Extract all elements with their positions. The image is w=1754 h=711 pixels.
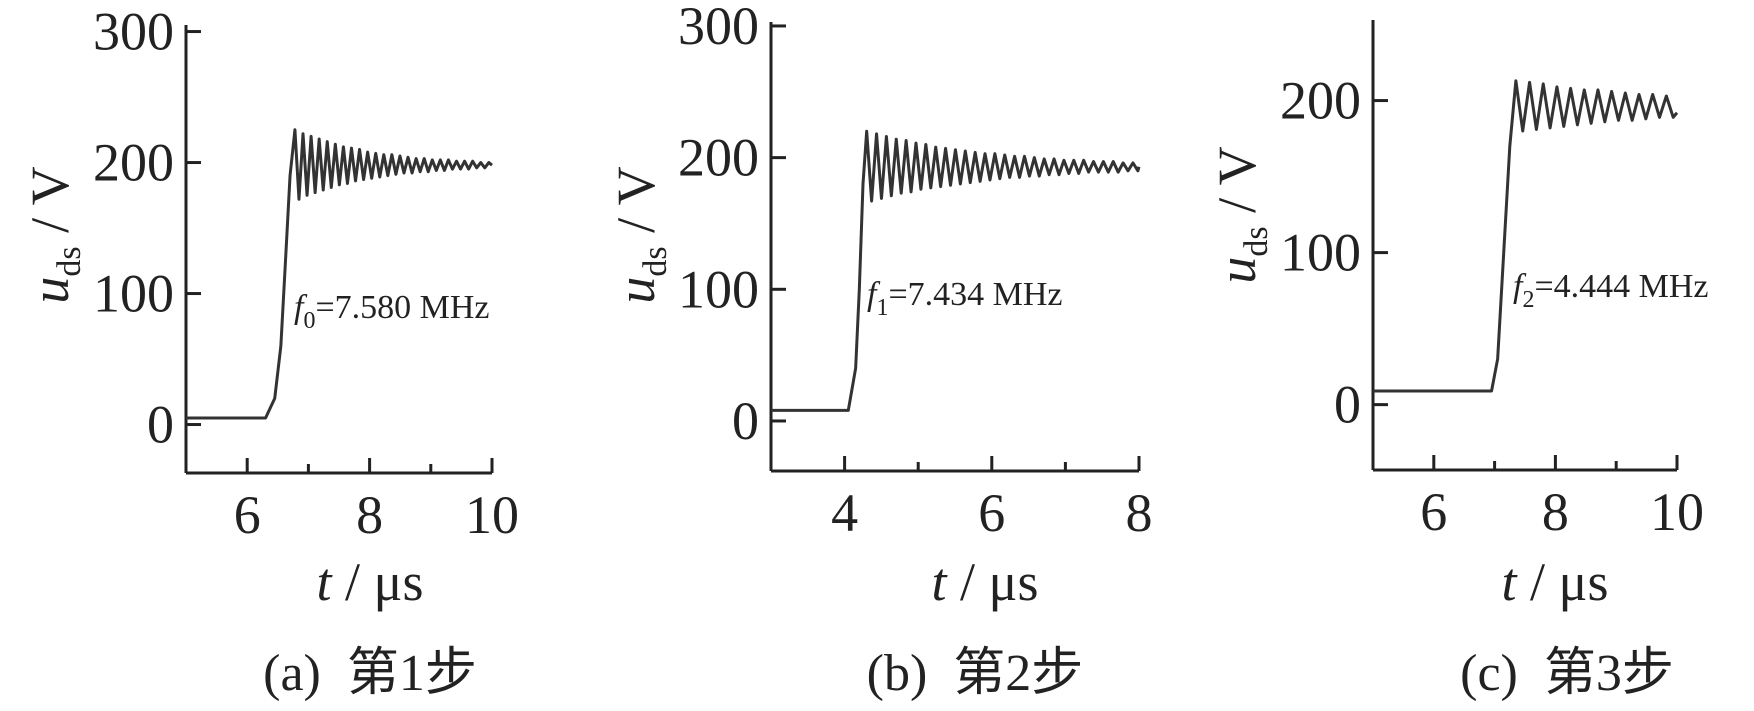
subscript: ds (51, 246, 88, 276)
x-tick-label: 6 (234, 485, 261, 545)
x-tick-label: 10 (465, 485, 519, 545)
symbol: u (1207, 257, 1267, 284)
subscript: 0 (303, 308, 315, 334)
text: =4.444 MHz (1534, 268, 1708, 305)
y-axis-label: uds / V (1207, 146, 1275, 283)
y-tick-label: 0 (732, 391, 759, 451)
symbol: t (317, 552, 334, 612)
caption: (b) 第2步 (867, 645, 1084, 702)
x-tick-label: 8 (1126, 483, 1153, 543)
x-tick-label: 6 (978, 483, 1005, 543)
y-tick-label: 100 (93, 264, 174, 324)
y-tick-label: 300 (678, 0, 759, 56)
subscript: 1 (876, 295, 888, 321)
x-tick-label: 6 (1420, 482, 1447, 542)
y-tick-label: 100 (678, 259, 759, 319)
x-tick-label: 10 (1650, 482, 1704, 542)
x-axis-label: t / μs (932, 552, 1039, 612)
panel: 0 100 200 300 6 8 10 uds / V t / μs f0=7.580 MHz (… (20, 2, 519, 702)
y-axis-label: uds / V (606, 166, 674, 303)
x-axis-label: t / μs (1502, 552, 1609, 612)
y-tick-label: 0 (147, 395, 174, 455)
y-axis-label: uds / V (20, 166, 88, 303)
subscript: 2 (1522, 287, 1534, 313)
subscript: ds (637, 246, 674, 276)
symbol: t (932, 552, 949, 612)
symbol: u (20, 277, 80, 304)
x-axis-label: t / μs (317, 552, 424, 612)
data-line (1373, 79, 1679, 393)
y-tick-label: 200 (678, 128, 759, 188)
x-tick-label: 8 (1542, 482, 1569, 542)
subscript: ds (1238, 226, 1275, 256)
unit: / μs (332, 552, 424, 612)
annotation: f2=4.444 MHz (1513, 268, 1709, 313)
symbol: t (1502, 552, 1519, 612)
unit: / V (606, 166, 666, 246)
y-tick-label: 100 (1280, 223, 1361, 283)
data-line (186, 128, 493, 420)
y-tick-label: 300 (93, 2, 174, 62)
caption: (a) 第1步 (263, 645, 477, 702)
panel: 0 100 200 300 4 6 8 uds / V t / μs f1=7.434 MHz (b… (606, 0, 1153, 702)
data-line (771, 129, 1141, 412)
y-tick-label: 200 (93, 133, 174, 193)
unit: / μs (1517, 552, 1609, 612)
symbol: u (606, 277, 666, 304)
unit: / μs (947, 552, 1039, 612)
x-tick-label: 4 (831, 483, 858, 543)
unit: / V (20, 166, 80, 246)
annotation: f0=7.580 MHz (294, 289, 490, 334)
y-tick-label: 0 (1334, 375, 1361, 435)
y-tick-label: 200 (1280, 71, 1361, 131)
caption: (c) 第3步 (1460, 645, 1674, 702)
text: =7.434 MHz (888, 276, 1062, 313)
unit: / V (1207, 146, 1267, 226)
x-tick-label: 8 (356, 485, 383, 545)
text: =7.580 MHz (315, 289, 489, 326)
annotation: f1=7.434 MHz (867, 276, 1063, 321)
panel: 0 100 200 6 8 10 uds / V t / μs f2=4.444 MHz (c) … (1207, 20, 1709, 702)
